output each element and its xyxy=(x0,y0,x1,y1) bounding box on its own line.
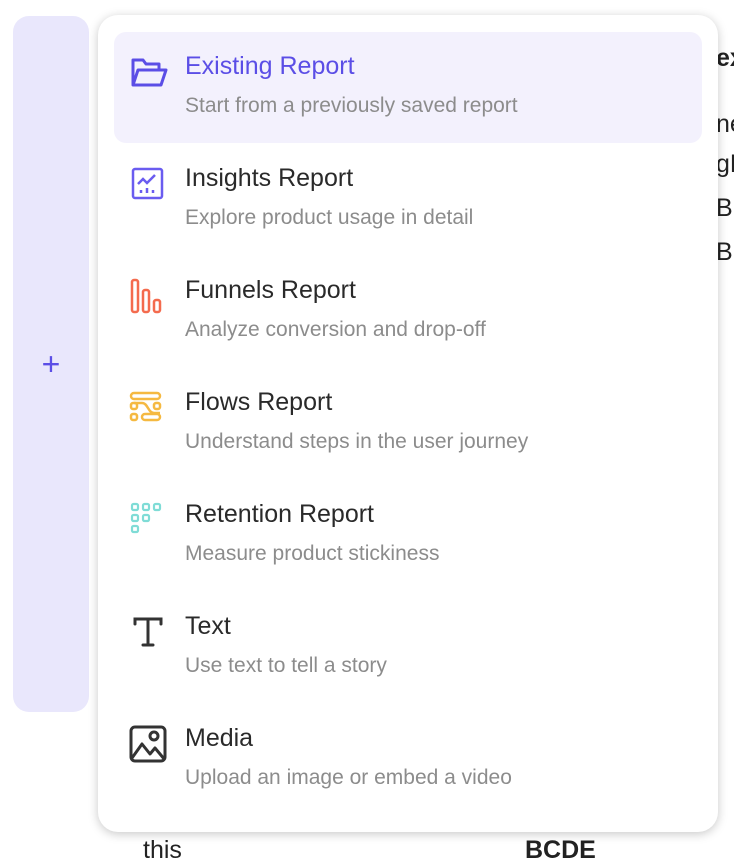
item-subtitle: Measure product stickiness xyxy=(185,542,440,565)
item-title: Flows Report xyxy=(185,388,333,416)
item-subtitle: Analyze conversion and drop-off xyxy=(185,318,486,341)
item-title: Existing Report xyxy=(185,52,355,80)
menu-item-retention-report[interactable]: Retention Report Measure product stickin… xyxy=(114,480,702,591)
background-text: B xyxy=(716,194,733,222)
add-report-menu: Existing Report Start from a previously … xyxy=(98,15,718,832)
retention-grid-icon xyxy=(130,502,162,534)
background-text: BCDE xyxy=(525,836,596,864)
background-text: B xyxy=(716,238,733,266)
plus-icon[interactable]: + xyxy=(41,346,61,382)
item-title: Funnels Report xyxy=(185,276,356,304)
funnel-bars-icon xyxy=(130,278,162,314)
item-title: Retention Report xyxy=(185,500,375,528)
text-icon xyxy=(133,617,163,647)
item-title: Media xyxy=(185,724,254,752)
folder-open-icon xyxy=(131,58,168,87)
background-text: ex xyxy=(716,44,734,72)
menu-item-insights-report[interactable]: Insights Report Explore product usage in… xyxy=(114,144,702,255)
line-chart-icon xyxy=(131,167,164,200)
menu-item-text[interactable]: Text Use text to tell a story xyxy=(114,592,702,703)
item-title: Text xyxy=(185,612,231,640)
menu-item-media[interactable]: Media Upload an image or embed a video xyxy=(114,704,702,815)
menu-item-flows-report[interactable]: Flows Report Understand steps in the use… xyxy=(114,368,702,479)
flows-icon xyxy=(129,391,162,422)
item-subtitle: Understand steps in the user journey xyxy=(185,430,529,453)
item-subtitle: Upload an image or embed a video xyxy=(185,766,512,789)
background-text: gB xyxy=(716,150,734,178)
menu-item-existing-report[interactable]: Existing Report Start from a previously … xyxy=(114,32,702,143)
menu-item-funnels-report[interactable]: Funnels Report Analyze conversion and dr… xyxy=(114,256,702,367)
item-subtitle: Use text to tell a story xyxy=(185,654,387,677)
item-title: Insights Report xyxy=(185,164,354,192)
item-subtitle: Start from a previously saved report xyxy=(185,94,518,117)
image-icon xyxy=(129,725,167,763)
background-text: ne xyxy=(716,110,734,138)
item-subtitle: Explore product usage in detail xyxy=(185,206,474,229)
background-text: this xyxy=(143,836,182,864)
add-block-panel[interactable]: + xyxy=(13,16,89,712)
